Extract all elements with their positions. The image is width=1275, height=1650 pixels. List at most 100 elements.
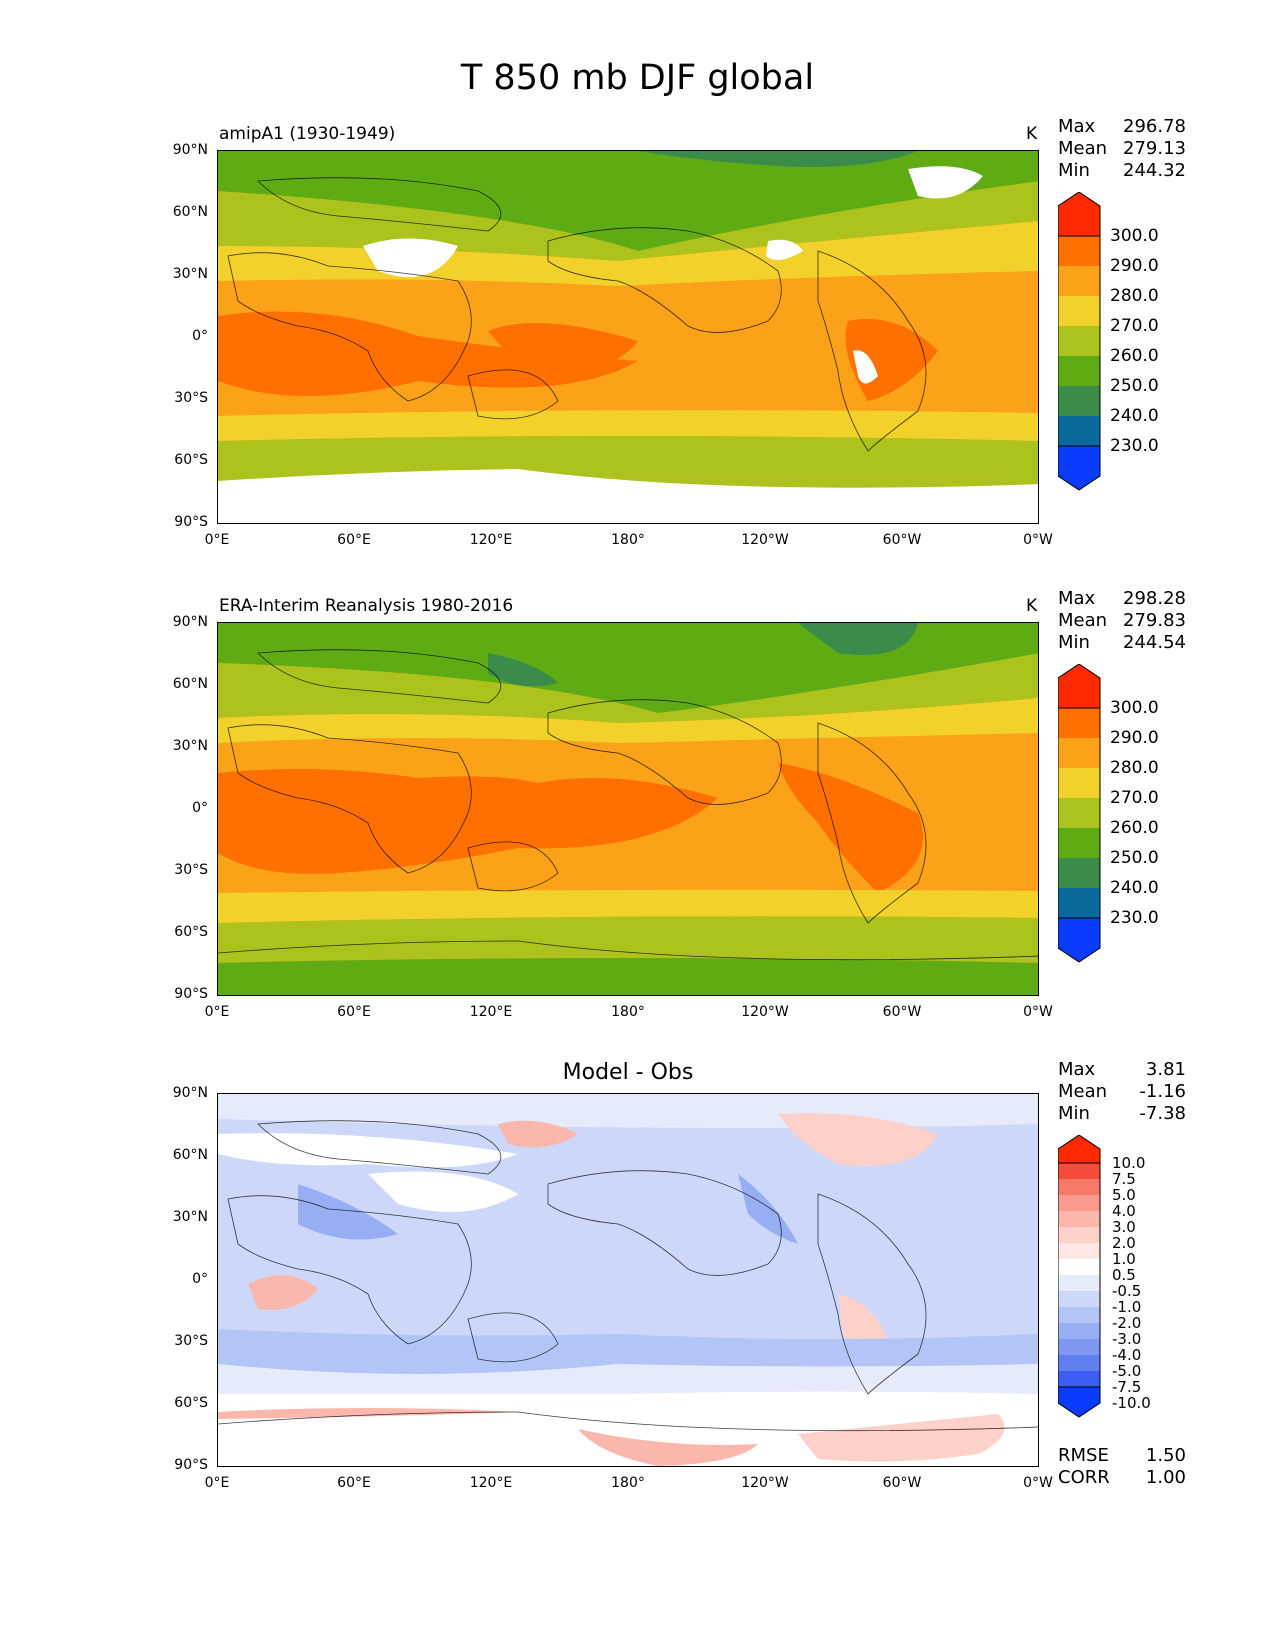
y-tick-label: 30°S: [174, 390, 208, 406]
y-tick-label: 30°N: [172, 1209, 208, 1225]
colorbar-label: 3.0: [1112, 1218, 1136, 1236]
stat-max: 3.81: [1145, 1059, 1186, 1080]
x-tick-label: 180°: [611, 1475, 645, 1491]
stats-box: Max 296.78 Mean 279.13 Min 244.32: [1058, 116, 1186, 182]
colorbar-label: 290.0: [1110, 728, 1159, 748]
colorbar-label: -7.5: [1112, 1378, 1142, 1396]
x-tick-label: 120°E: [469, 1475, 513, 1491]
x-tick-label: 60°E: [337, 532, 371, 548]
x-tick-label: 120°W: [741, 532, 789, 548]
x-tick-label: 0°W: [1023, 532, 1053, 548]
x-tick-label: 60°W: [882, 1004, 922, 1020]
x-tick-label: 120°E: [469, 1004, 513, 1020]
y-tick-label: 60°N: [172, 676, 208, 692]
x-tick-label: 0°E: [204, 532, 230, 548]
y-tick-label: 90°N: [172, 142, 208, 158]
colorbar-label: 250.0: [1110, 848, 1159, 868]
x-tick-label: 0°E: [204, 1004, 230, 1020]
stat-min: -7.38: [1139, 1103, 1186, 1124]
colorbar-label: -4.0: [1112, 1346, 1142, 1364]
map-obs: [217, 622, 1039, 996]
x-tick-label: 120°W: [741, 1004, 789, 1020]
y-tick-label: 0°: [192, 328, 208, 344]
stat-mean: 279.83: [1123, 610, 1186, 631]
stat-min: 244.32: [1123, 160, 1186, 181]
x-tick-label: 0°W: [1023, 1475, 1053, 1491]
y-tick-label: 60°S: [174, 1395, 208, 1411]
colorbar-label: -5.0: [1112, 1362, 1142, 1380]
y-tick-label: 60°N: [172, 204, 208, 220]
stat-max-label: Max: [1058, 1059, 1096, 1080]
figure-title: T 850 mb DJF global: [460, 58, 815, 98]
metrics-box: RMSE 1.50 CORR 1.00: [1058, 1445, 1186, 1489]
colorbar-label: 7.5: [1112, 1170, 1136, 1188]
stat-mean-label: Mean: [1058, 138, 1108, 159]
units-label: K: [1026, 124, 1038, 144]
y-tick-label: 90°S: [174, 514, 208, 530]
stat-mean-label: Mean: [1058, 610, 1108, 631]
y-tick-label: 90°S: [174, 1457, 208, 1473]
stat-max: 298.28: [1123, 588, 1186, 609]
panel-subtitle: ERA-Interim Reanalysis 1980-2016: [219, 596, 514, 616]
x-tick-label: 180°: [611, 1004, 645, 1020]
colorbar-label: 10.0: [1112, 1154, 1146, 1172]
corr-label: CORR: [1058, 1467, 1110, 1488]
stats-box: Max 3.81 Mean -1.16 Min -7.38: [1058, 1059, 1186, 1125]
y-tick-label: 30°S: [174, 862, 208, 878]
colorbar-label: 260.0: [1110, 818, 1159, 838]
colorbar-label: 290.0: [1110, 256, 1159, 276]
x-tick-label: 60°W: [882, 532, 922, 548]
colorbar-label: 300.0: [1110, 226, 1159, 246]
colorbar: [1058, 664, 1101, 963]
rmse-label: RMSE: [1058, 1445, 1109, 1466]
corr-value: 1.00: [1145, 1467, 1186, 1488]
colorbar-label: 280.0: [1110, 286, 1159, 306]
x-tick-label: 60°E: [337, 1475, 371, 1491]
stat-mean: -1.16: [1139, 1081, 1186, 1102]
colorbar-label: 4.0: [1112, 1202, 1136, 1220]
colorbar-label: 270.0: [1110, 316, 1159, 336]
colorbar-label: 250.0: [1110, 376, 1159, 396]
stat-max-label: Max: [1058, 588, 1096, 609]
x-tick-label: 60°W: [882, 1475, 922, 1491]
colorbar-label: -3.0: [1112, 1330, 1142, 1348]
colorbar-label: 270.0: [1110, 788, 1159, 808]
colorbar-label: 0.5: [1112, 1266, 1136, 1284]
y-tick-label: 30°N: [172, 266, 208, 282]
panel-subtitle: amipA1 (1930-1949): [219, 124, 396, 144]
colorbar-label: 230.0: [1110, 908, 1159, 928]
stat-min: 244.54: [1123, 632, 1186, 653]
y-tick-label: 90°N: [172, 614, 208, 630]
x-tick-label: 180°: [611, 532, 645, 548]
stat-min-label: Min: [1058, 632, 1090, 653]
colorbar-label: -2.0: [1112, 1314, 1142, 1332]
y-tick-label: 60°S: [174, 452, 208, 468]
colorbar-label: -1.0: [1112, 1298, 1142, 1316]
x-tick-label: 120°W: [741, 1475, 789, 1491]
colorbar-label: 5.0: [1112, 1186, 1136, 1204]
x-tick-label: 120°E: [469, 532, 513, 548]
colorbar-label: 260.0: [1110, 346, 1159, 366]
stat-min-label: Min: [1058, 160, 1090, 181]
colorbar: [1058, 192, 1101, 491]
y-tick-label: 0°: [192, 1271, 208, 1287]
stats-box: Max 298.28 Mean 279.83 Min 244.54: [1058, 588, 1186, 654]
stat-mean: 279.13: [1123, 138, 1186, 159]
colorbar-label: 240.0: [1110, 878, 1159, 898]
colorbar-label: 300.0: [1110, 698, 1159, 718]
stat-min-label: Min: [1058, 1103, 1090, 1124]
colorbar-label: -0.5: [1112, 1282, 1142, 1300]
colorbar-label: 280.0: [1110, 758, 1159, 778]
map-model: [217, 150, 1039, 524]
stat-max-label: Max: [1058, 116, 1096, 137]
x-tick-label: 0°E: [204, 1475, 230, 1491]
x-tick-label: 60°E: [337, 1004, 371, 1020]
colorbar-label: 1.0: [1112, 1250, 1136, 1268]
units-label: K: [1026, 596, 1038, 616]
y-tick-label: 60°N: [172, 1147, 208, 1163]
panel-subtitle: Model - Obs: [562, 1060, 694, 1085]
y-tick-label: 30°N: [172, 738, 208, 754]
colorbar: [1058, 1135, 1101, 1418]
y-tick-label: 90°N: [172, 1085, 208, 1101]
colorbar-label: 240.0: [1110, 406, 1159, 426]
